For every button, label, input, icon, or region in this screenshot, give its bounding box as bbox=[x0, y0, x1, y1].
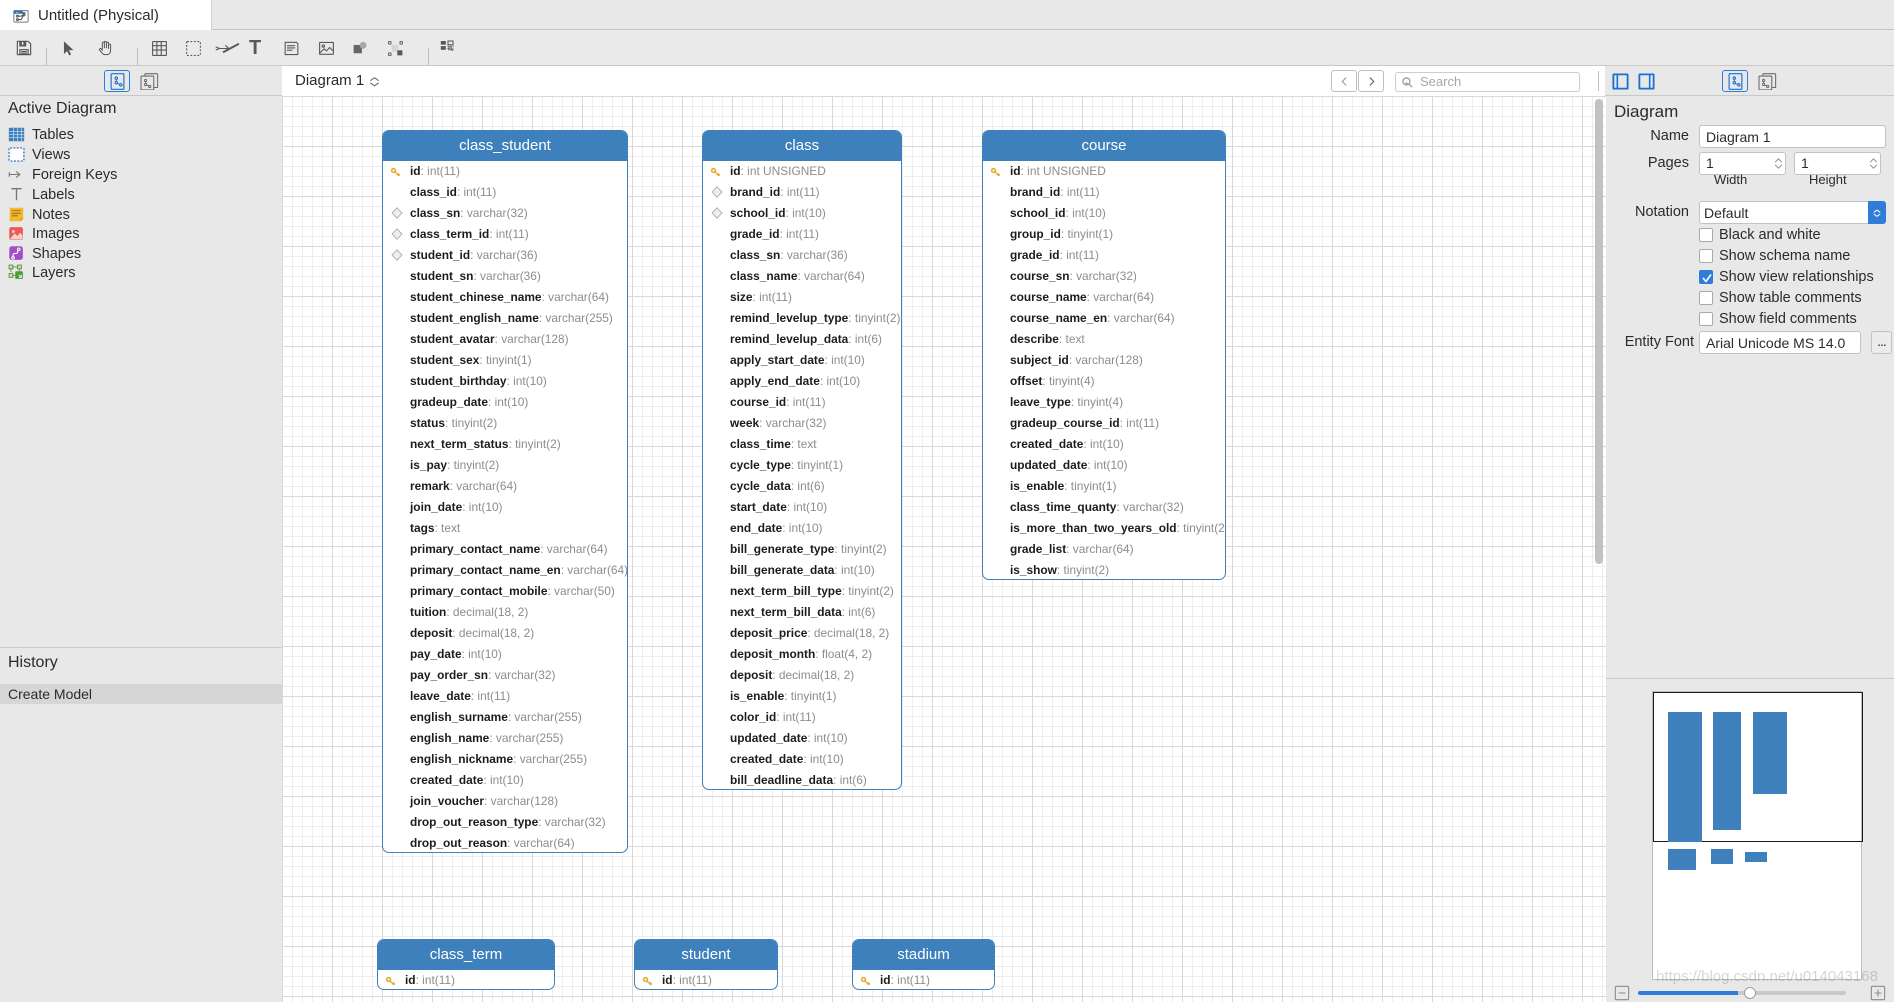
svg-text:L: L bbox=[398, 51, 401, 57]
